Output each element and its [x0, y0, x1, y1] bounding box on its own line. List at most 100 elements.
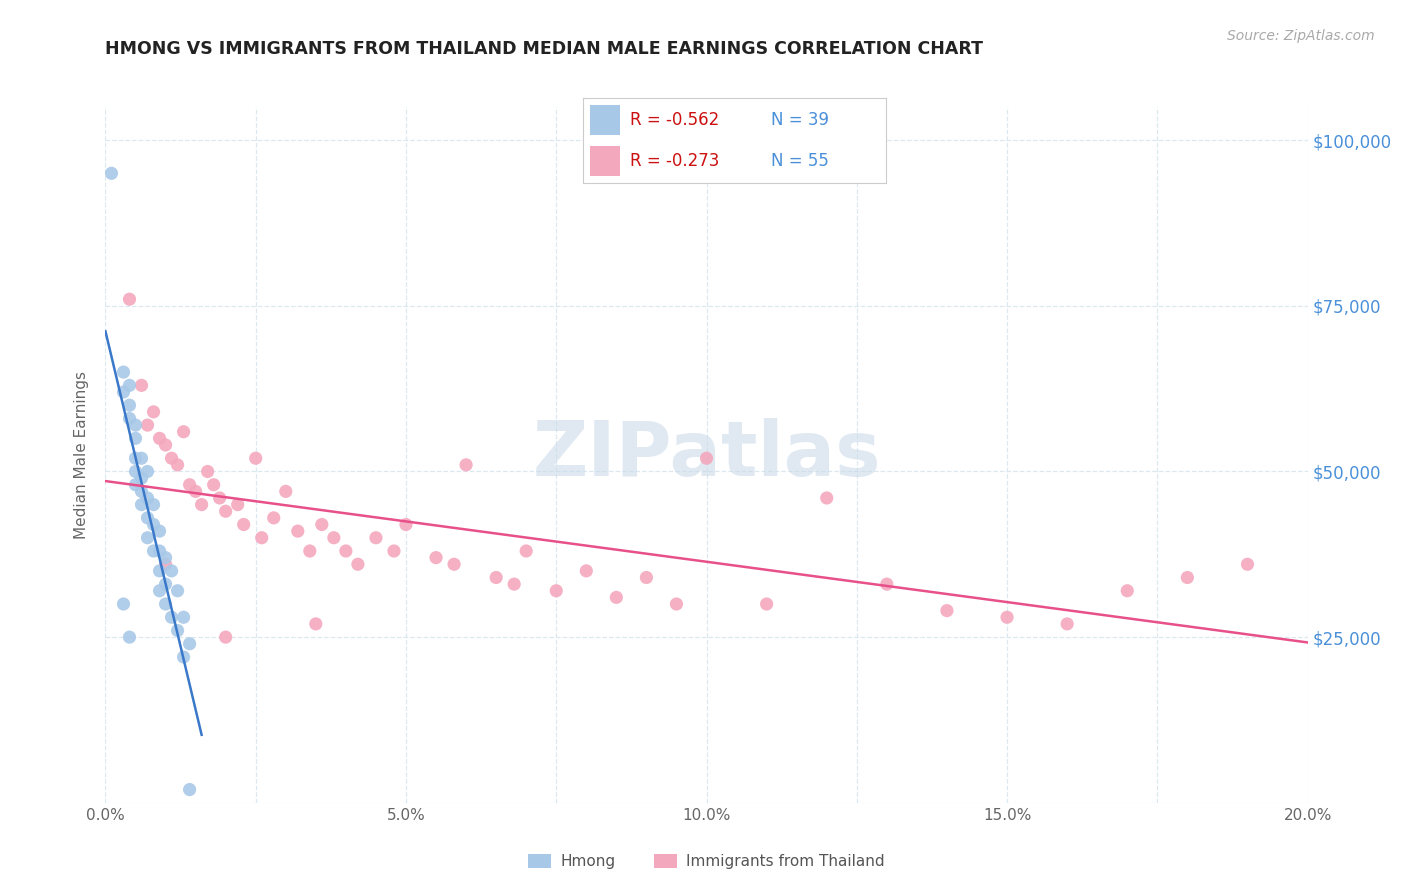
Point: [322, 531, 344, 545]
Point: [197, 465, 219, 479]
Point: [131, 498, 153, 512]
Point: [155, 438, 177, 452]
Point: [124, 477, 146, 491]
Point: [202, 477, 225, 491]
Point: [131, 378, 153, 392]
Point: [148, 544, 170, 558]
Point: [131, 451, 153, 466]
Point: [118, 398, 141, 412]
Point: [124, 431, 146, 445]
Point: [166, 458, 188, 472]
Point: [382, 544, 405, 558]
Point: [160, 610, 183, 624]
Point: [214, 630, 236, 644]
Point: [298, 544, 321, 558]
Point: [190, 498, 212, 512]
Point: [173, 650, 195, 665]
Point: [636, 570, 658, 584]
Point: [546, 583, 568, 598]
Point: [755, 597, 778, 611]
Point: [232, 517, 254, 532]
Point: [485, 570, 508, 584]
Point: [1236, 558, 1258, 572]
Point: [155, 597, 177, 611]
Point: [124, 451, 146, 466]
Point: [112, 597, 135, 611]
Point: [166, 624, 188, 638]
Point: [131, 484, 153, 499]
Point: [136, 511, 159, 525]
Point: [665, 597, 688, 611]
Point: [936, 604, 959, 618]
Y-axis label: Median Male Earnings: Median Male Earnings: [75, 371, 90, 539]
Point: [454, 458, 477, 472]
Text: ZIPatlas: ZIPatlas: [533, 418, 880, 491]
Point: [118, 378, 141, 392]
Legend: Hmong, Immigrants from Thailand: Hmong, Immigrants from Thailand: [523, 848, 890, 875]
Point: [311, 517, 333, 532]
Point: [136, 531, 159, 545]
Point: [605, 591, 627, 605]
Point: [245, 451, 267, 466]
Point: [208, 491, 231, 505]
Text: R = -0.562: R = -0.562: [630, 112, 720, 129]
Point: [1116, 583, 1139, 598]
Point: [214, 504, 236, 518]
Point: [136, 418, 159, 433]
Point: [263, 511, 285, 525]
Point: [131, 471, 153, 485]
Point: [184, 484, 207, 499]
Text: N = 39: N = 39: [770, 112, 830, 129]
Point: [179, 637, 201, 651]
Point: [148, 431, 170, 445]
Point: [166, 583, 188, 598]
Point: [173, 610, 195, 624]
Point: [136, 465, 159, 479]
Point: [179, 477, 201, 491]
Point: [124, 418, 146, 433]
Point: [274, 484, 297, 499]
Point: [179, 782, 201, 797]
Point: [124, 465, 146, 479]
Text: Source: ZipAtlas.com: Source: ZipAtlas.com: [1227, 29, 1375, 43]
Text: HMONG VS IMMIGRANTS FROM THAILAND MEDIAN MALE EARNINGS CORRELATION CHART: HMONG VS IMMIGRANTS FROM THAILAND MEDIAN…: [105, 40, 983, 58]
Point: [1056, 616, 1078, 631]
Point: [347, 558, 370, 572]
Point: [305, 616, 328, 631]
Point: [815, 491, 838, 505]
Point: [118, 292, 141, 306]
Point: [173, 425, 195, 439]
Text: N = 55: N = 55: [770, 152, 828, 169]
Point: [443, 558, 465, 572]
Point: [575, 564, 598, 578]
Point: [142, 405, 165, 419]
Point: [148, 524, 170, 538]
Point: [148, 564, 170, 578]
Point: [395, 517, 418, 532]
Point: [425, 550, 447, 565]
Point: [503, 577, 526, 591]
Point: [1175, 570, 1198, 584]
Point: [118, 411, 141, 425]
Point: [515, 544, 537, 558]
Point: [155, 577, 177, 591]
Point: [696, 451, 718, 466]
Bar: [589, 145, 620, 176]
Point: [142, 544, 165, 558]
Point: [118, 630, 141, 644]
Point: [160, 564, 183, 578]
Point: [876, 577, 898, 591]
Point: [136, 491, 159, 505]
Point: [148, 583, 170, 598]
Point: [155, 550, 177, 565]
Bar: [589, 105, 620, 136]
Point: [142, 498, 165, 512]
Point: [160, 451, 183, 466]
Point: [287, 524, 309, 538]
Text: R = -0.273: R = -0.273: [630, 152, 720, 169]
Point: [112, 384, 135, 399]
Point: [142, 517, 165, 532]
Point: [995, 610, 1018, 624]
Point: [250, 531, 273, 545]
Point: [100, 166, 122, 180]
